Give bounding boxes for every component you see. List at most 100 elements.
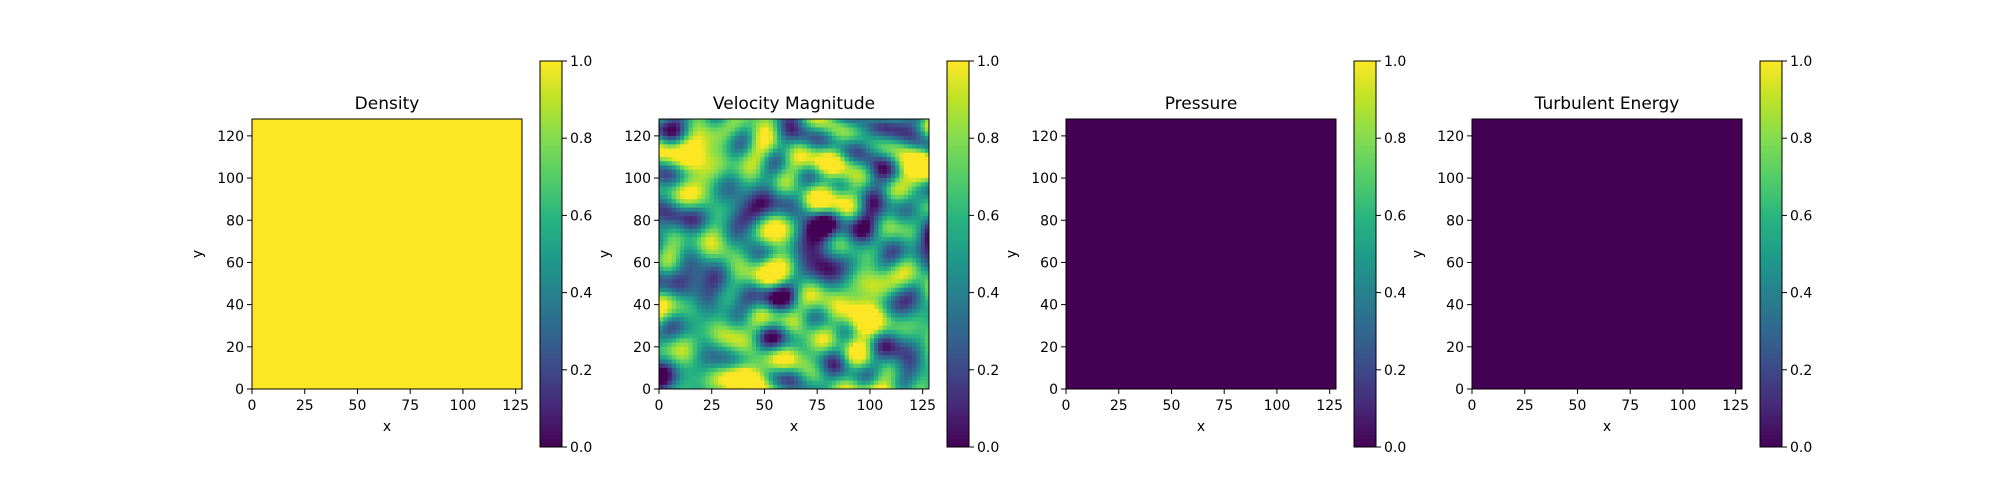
colorbar-segment <box>540 161 562 166</box>
heatmap-cell <box>924 161 930 166</box>
heatmap-cell <box>722 203 727 208</box>
heatmap-cell <box>756 291 761 297</box>
heatmap-cell <box>794 317 799 322</box>
heatmap-cell <box>861 140 867 145</box>
heatmap-cell <box>688 359 694 364</box>
heatmap-cell <box>764 194 769 200</box>
heatmap-cell <box>747 194 753 200</box>
colorbar-segment <box>1354 250 1376 255</box>
heatmap-cell <box>747 182 753 187</box>
heatmap-cell <box>777 245 782 251</box>
heatmap-cell <box>823 384 829 390</box>
heatmap-cell <box>760 376 765 381</box>
heatmap-cell <box>688 291 694 297</box>
heatmap-cell <box>713 152 719 158</box>
heatmap-cell <box>751 131 757 137</box>
heatmap-cell <box>772 228 778 234</box>
heatmap-cell <box>916 283 921 289</box>
heatmap-cell <box>701 258 706 263</box>
colorbar-segment <box>1354 261 1376 266</box>
heatmap-cell <box>802 127 807 132</box>
heatmap-cell <box>794 266 799 272</box>
heatmap-cell <box>891 207 896 213</box>
heatmap-cell <box>663 342 668 348</box>
colorbar-segment <box>947 381 969 386</box>
heatmap-cell <box>756 325 761 331</box>
heatmap-cell <box>794 346 799 352</box>
heatmap-cell <box>920 376 926 381</box>
heatmap-cell <box>912 329 917 335</box>
heatmap-cell <box>836 308 841 314</box>
heatmap-cell <box>916 144 921 149</box>
heatmap-cell <box>722 237 727 242</box>
heatmap-cell <box>667 241 672 246</box>
heatmap-cell <box>819 152 824 158</box>
heatmap-cell <box>903 359 909 364</box>
heatmap-cell <box>743 275 748 280</box>
heatmap-cell <box>705 249 710 255</box>
heatmap-cell <box>747 296 753 301</box>
heatmap-cell <box>848 279 854 284</box>
heatmap-cell <box>675 270 681 276</box>
heatmap-cell <box>861 346 867 352</box>
heatmap-cell <box>701 216 706 221</box>
heatmap-cell <box>886 119 892 124</box>
heatmap-cell <box>667 308 672 314</box>
heatmap-cell <box>920 283 926 289</box>
heatmap-cell <box>840 355 845 360</box>
heatmap-cell <box>891 123 896 128</box>
heatmap-cell <box>810 351 816 356</box>
heatmap-cell <box>718 241 723 246</box>
heatmap-cell <box>878 313 883 318</box>
heatmap-cell <box>734 216 740 221</box>
heatmap-cell <box>696 329 702 335</box>
heatmap-cell <box>924 245 930 251</box>
heatmap-cell <box>831 376 837 381</box>
heatmap-cell <box>684 291 689 297</box>
heatmap-cell <box>899 194 904 200</box>
heatmap-cell <box>794 119 799 124</box>
heatmap-cell <box>798 359 803 364</box>
heatmap-cell <box>730 258 736 263</box>
heatmap-cell <box>806 376 812 381</box>
heatmap-cell <box>836 245 841 251</box>
heatmap-cell <box>718 296 723 301</box>
heatmap-cell <box>878 270 883 276</box>
colorbar-segment <box>947 118 969 124</box>
y-tick-label: 20 <box>1446 340 1464 356</box>
heatmap-cell <box>696 384 702 390</box>
heatmap-cell <box>924 346 930 352</box>
heatmap-cell <box>920 329 926 335</box>
heatmap-cell <box>663 232 668 238</box>
colorbar-segment <box>1354 443 1376 448</box>
heatmap-cell <box>819 165 824 170</box>
heatmap-cell <box>747 220 753 225</box>
heatmap-cell <box>659 359 664 364</box>
heatmap-cell <box>743 346 748 352</box>
heatmap-cell <box>722 355 727 360</box>
heatmap-cell <box>722 258 727 263</box>
heatmap-cell <box>882 135 888 141</box>
heatmap-cell <box>815 178 820 183</box>
heatmap-cell <box>924 367 930 373</box>
heatmap-cell <box>713 161 719 166</box>
heatmap-cell <box>912 123 917 128</box>
colorbar-segment <box>1354 292 1376 297</box>
heatmap-cell <box>920 262 926 267</box>
heatmap-cell <box>701 279 706 284</box>
heatmap-cell <box>747 287 753 293</box>
heatmap-cell <box>899 351 904 356</box>
heatmap-cell <box>688 329 694 335</box>
heatmap-cell <box>663 182 668 187</box>
heatmap-cell <box>865 173 871 179</box>
heatmap-cell <box>726 249 732 255</box>
heatmap-cell <box>680 321 685 327</box>
heatmap-cell <box>756 363 761 369</box>
heatmap-cell <box>798 304 803 310</box>
heatmap-cell <box>663 216 668 221</box>
heatmap-cell <box>794 131 799 137</box>
heatmap-cell <box>848 190 854 196</box>
heatmap-cell <box>751 140 757 145</box>
heatmap-cell <box>802 144 807 149</box>
colorbar-segment <box>947 72 969 77</box>
